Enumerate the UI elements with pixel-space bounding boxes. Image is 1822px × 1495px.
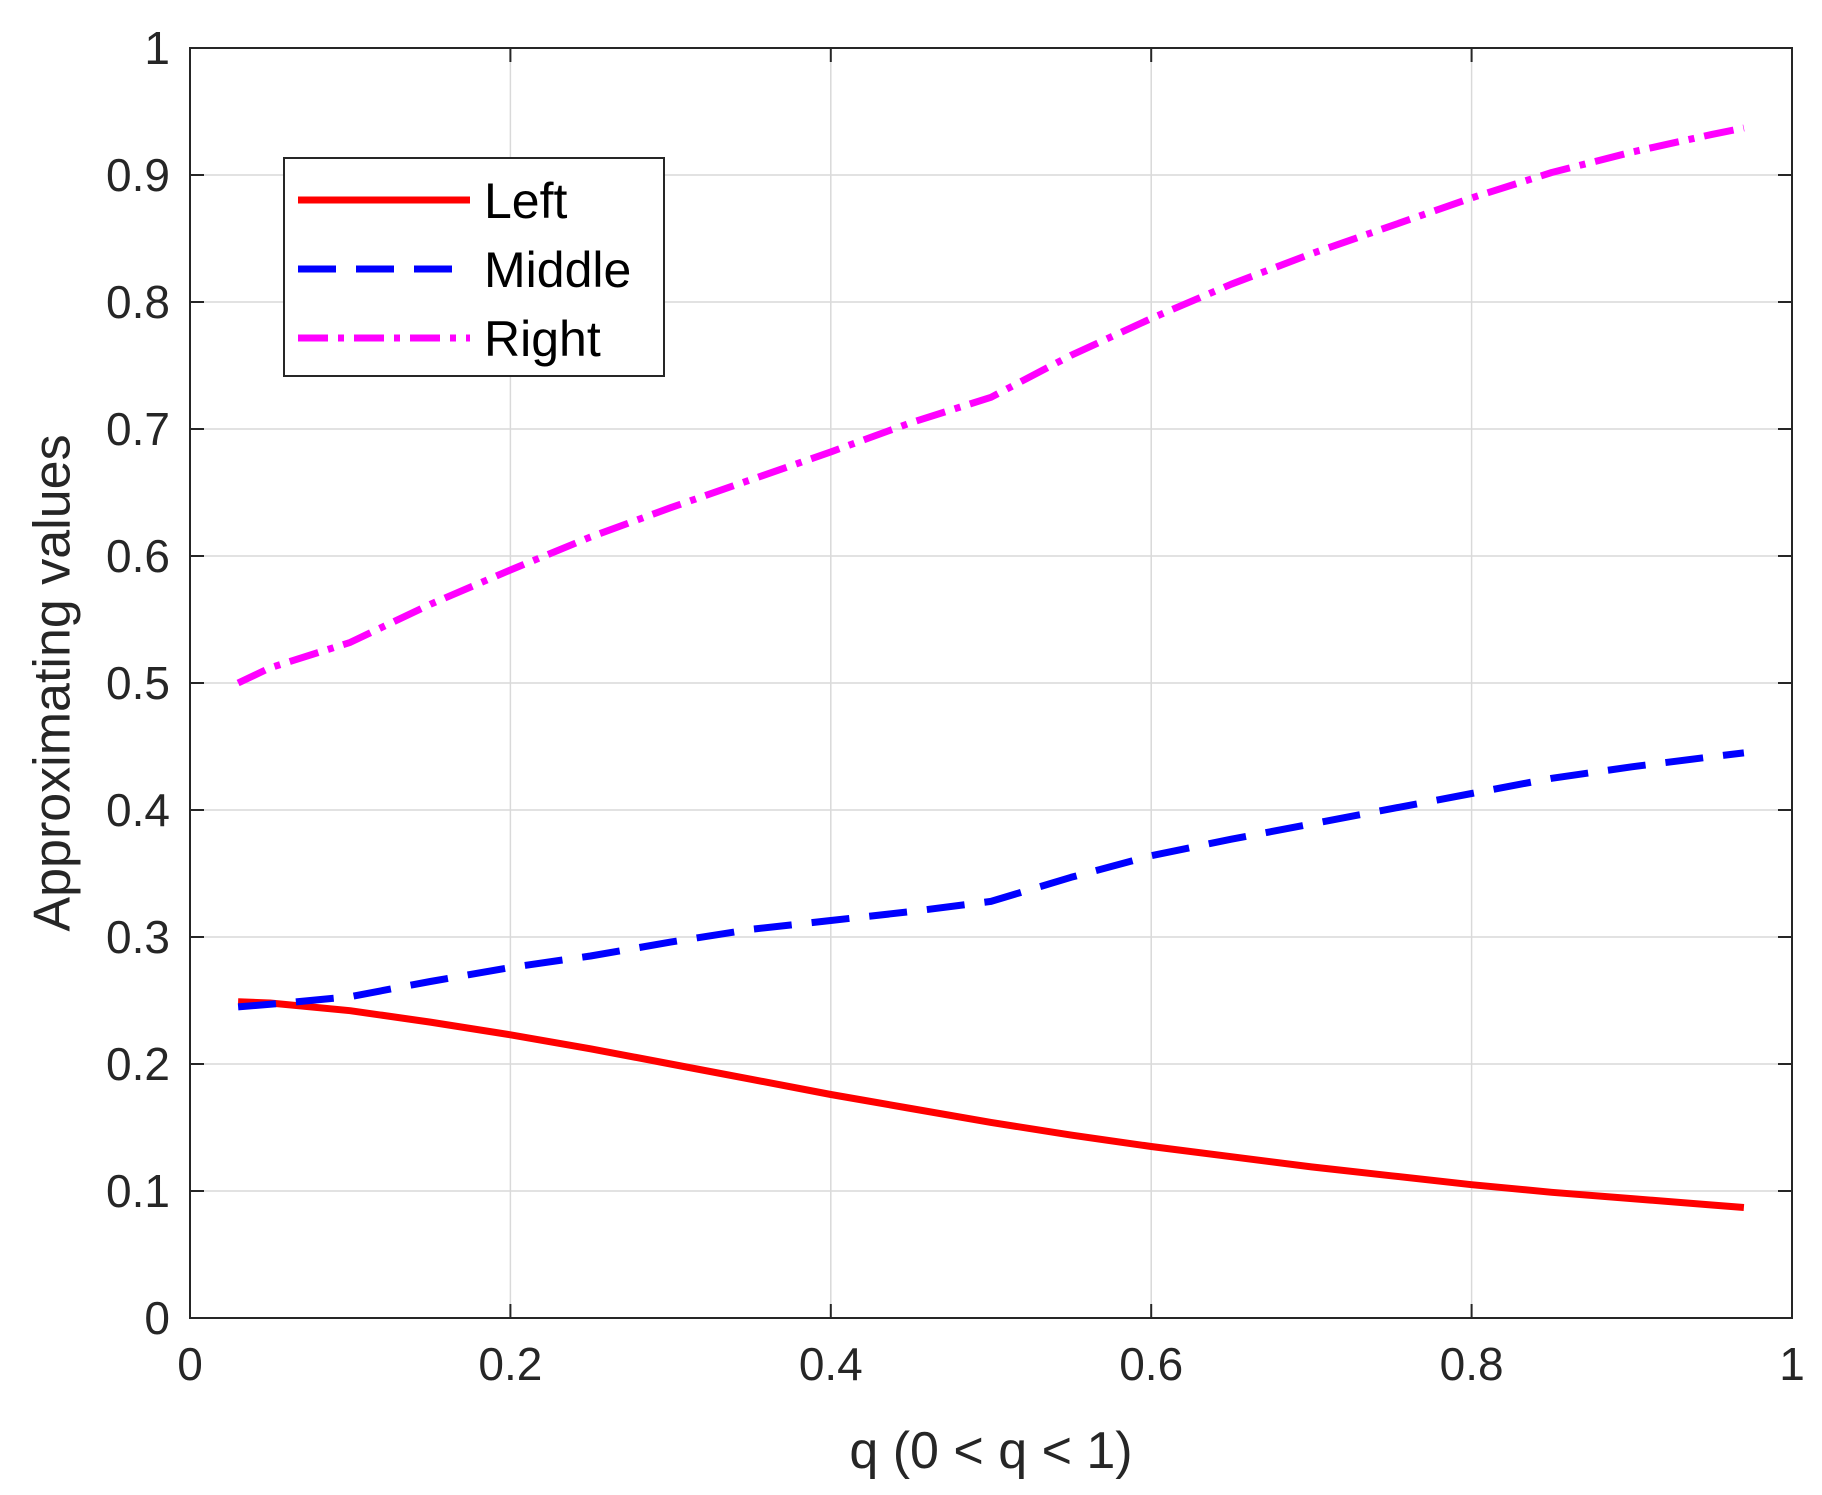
x-tick-label: 0.4 <box>799 1338 863 1390</box>
x-axis-label: q (0 < q < 1) <box>849 1422 1132 1480</box>
x-tick-label: 0 <box>177 1338 203 1390</box>
series-lines <box>236 124 1745 1211</box>
y-tick-label: 0.5 <box>106 657 170 709</box>
legend-box <box>283 157 665 377</box>
y-tick-label: 0.1 <box>106 1165 170 1217</box>
y-tick-label: 0 <box>144 1292 170 1344</box>
legend-label-right: Right <box>484 311 601 367</box>
y-tick-label: 0.9 <box>106 149 170 201</box>
x-tick-label: 0.8 <box>1440 1338 1504 1390</box>
legend-label-middle: Middle <box>484 242 631 298</box>
y-tick-label: 0.2 <box>106 1038 170 1090</box>
legend: Left Middle Right <box>283 157 665 377</box>
y-tick-label: 0.4 <box>106 784 170 836</box>
axis-ticks: 0 0.2 0.4 0.6 0.8 1 0 0.1 0.2 0.3 0.4 0.5 0.6 0.7 0.8 0… <box>106 22 1805 1390</box>
y-tick-label: 0.7 <box>106 403 170 455</box>
y-axis-label: Approximating values <box>24 434 82 931</box>
x-tick-label: 0.6 <box>1119 1338 1183 1390</box>
series-line-middle <box>237 749 1745 1011</box>
y-tick-label: 1 <box>144 22 170 74</box>
series-line-left <box>237 998 1745 1211</box>
y-tick-label: 0.8 <box>106 276 170 328</box>
series-line-right <box>236 124 1745 687</box>
legend-label-left: Left <box>484 173 568 229</box>
y-tick-label: 0.6 <box>106 530 170 582</box>
y-tick-label: 0.3 <box>106 911 170 963</box>
x-tick-label: 0.2 <box>478 1338 542 1390</box>
x-tick-label: 1 <box>1779 1338 1805 1390</box>
